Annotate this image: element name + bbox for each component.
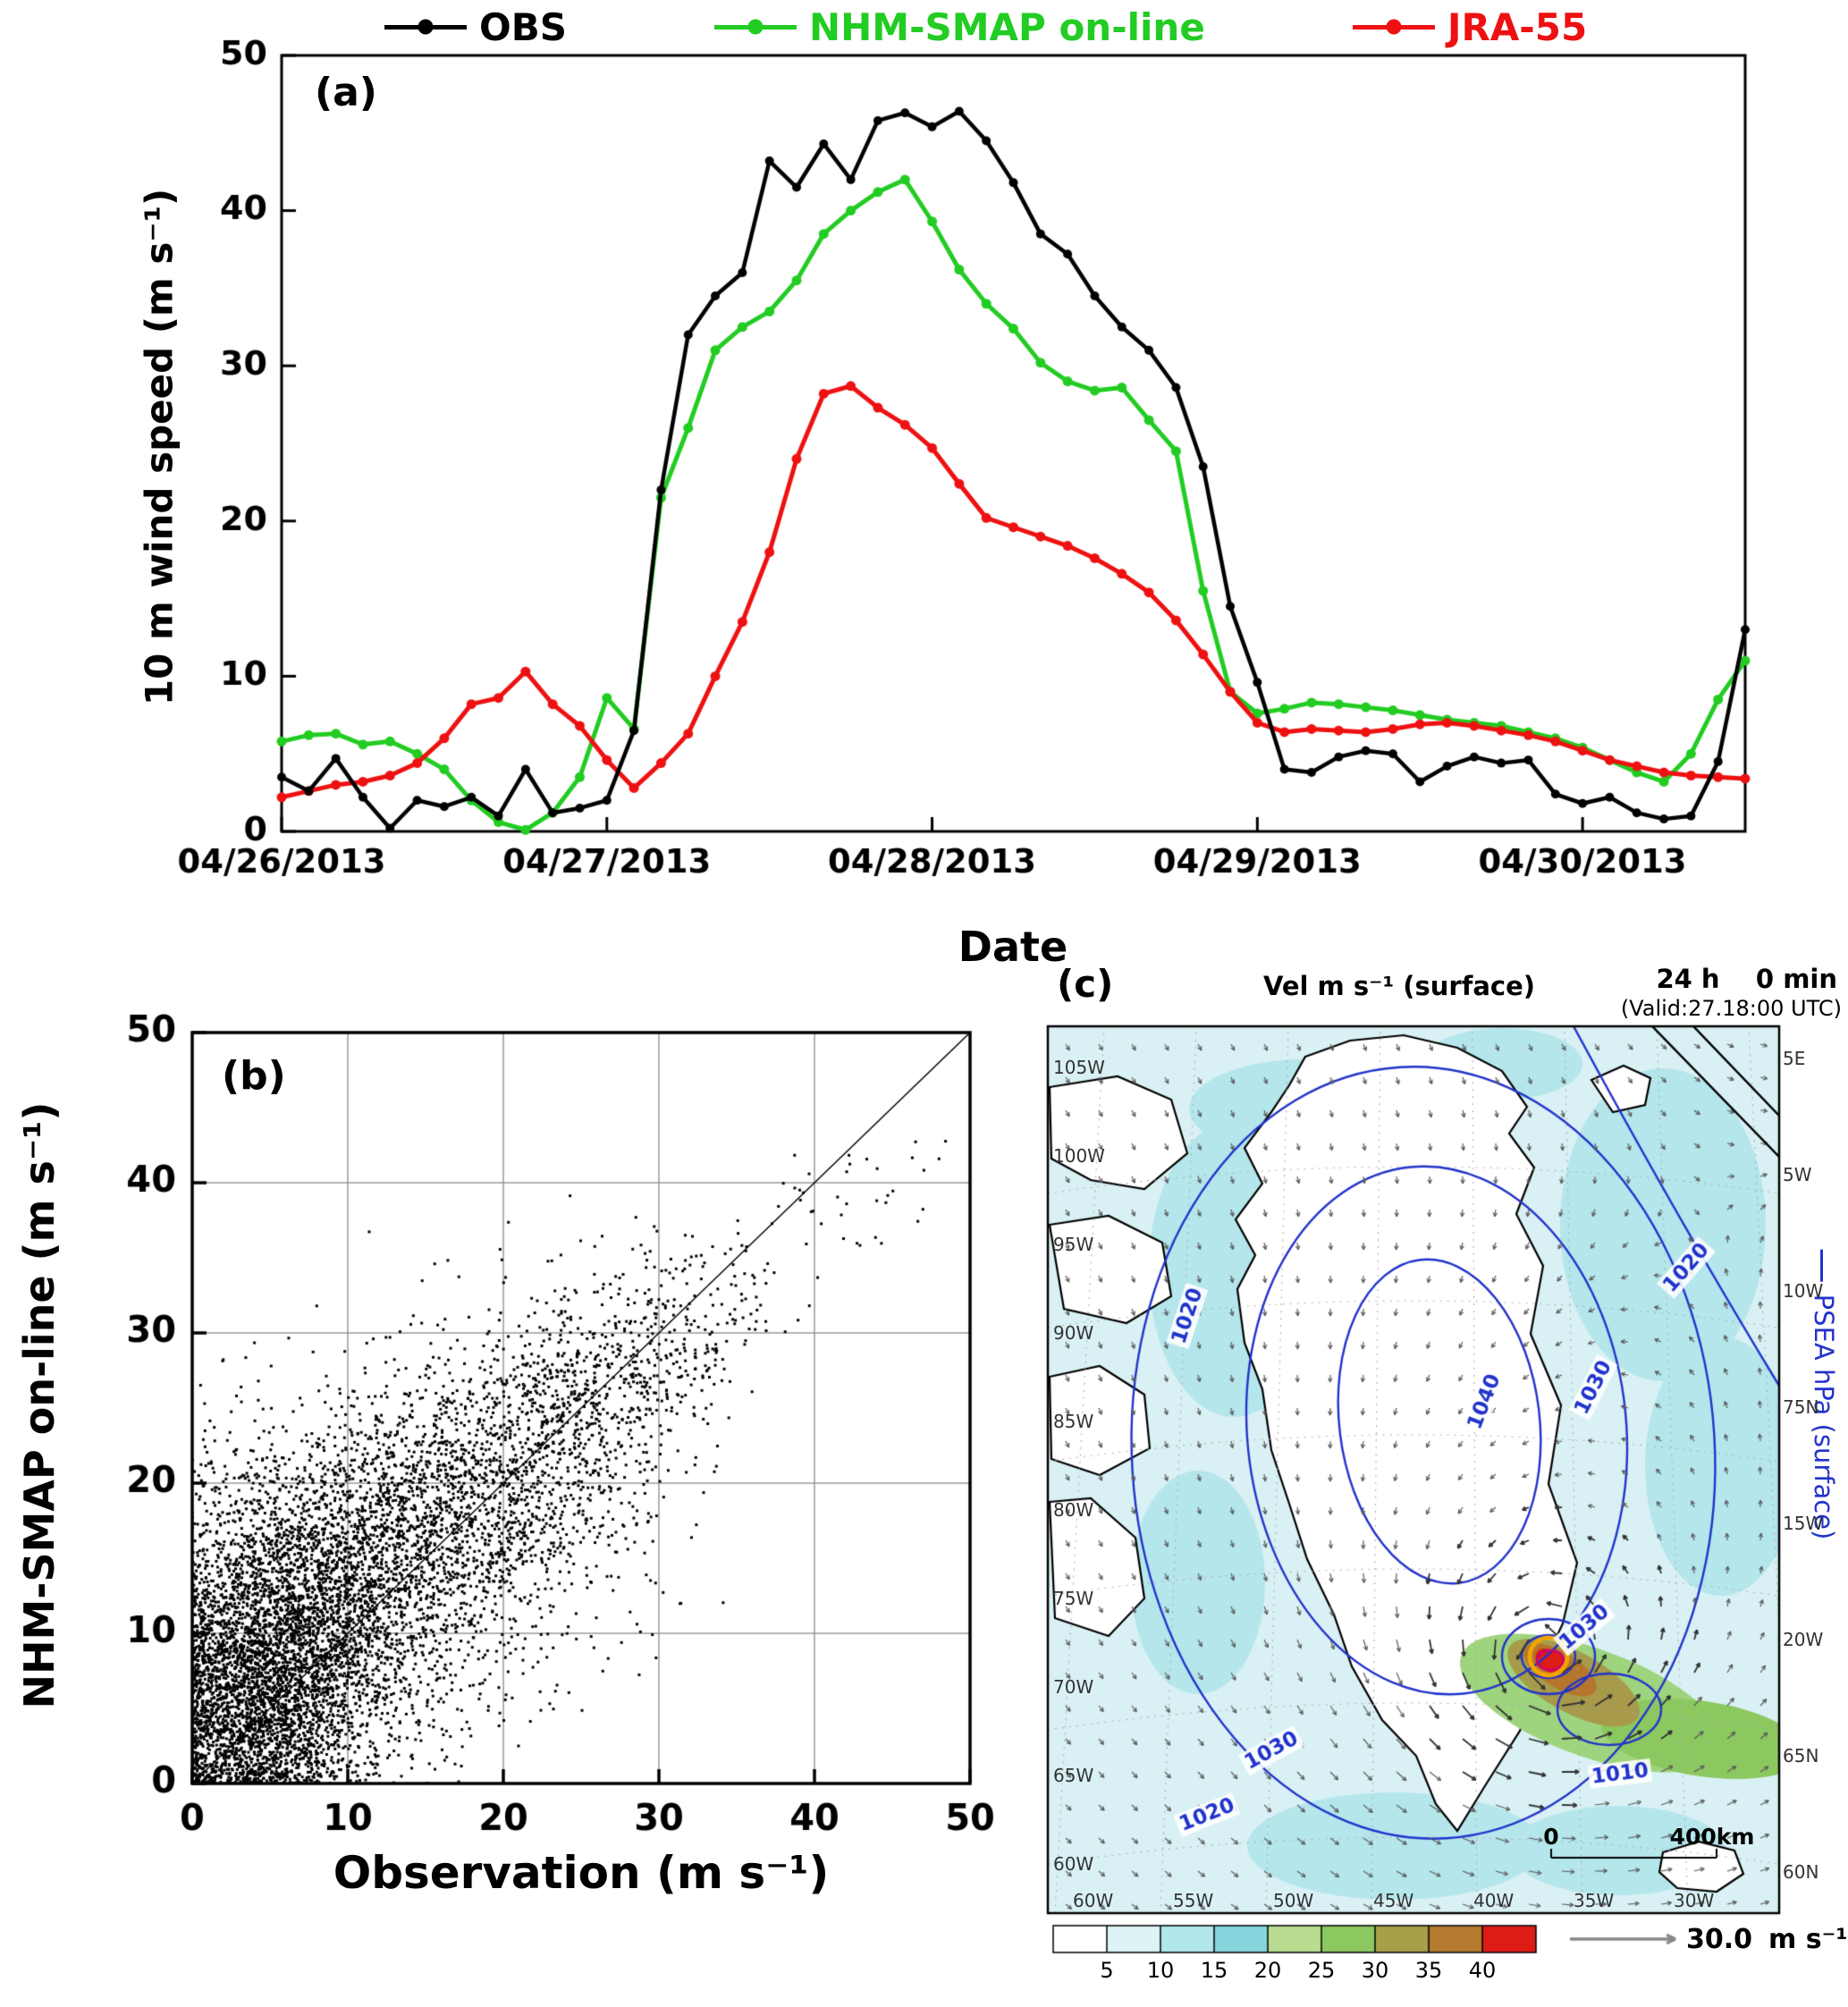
timeseries-canvas bbox=[0, 0, 1848, 1001]
map-grid-label: 50W bbox=[1273, 1890, 1314, 1911]
legend-line-marker bbox=[384, 19, 467, 35]
map-grid-label: 5W bbox=[1783, 1164, 1812, 1185]
map-grid-label: 55W bbox=[1173, 1890, 1214, 1911]
legend-dot-marker bbox=[747, 19, 764, 35]
panel-a-label: (a) bbox=[315, 70, 377, 115]
map-grid-label: 20W bbox=[1783, 1629, 1824, 1650]
map-grid-label: 40W bbox=[1473, 1890, 1515, 1911]
map-grid-label: 15W bbox=[1783, 1513, 1824, 1534]
legend-item-1: NHM-SMAP on-line bbox=[713, 4, 1205, 49]
map-canvas bbox=[1037, 1001, 1848, 2007]
colorbar-tick: 40 bbox=[1468, 1958, 1497, 1983]
legend-label: JRA-55 bbox=[1447, 4, 1588, 49]
map-grid-label: 75N bbox=[1783, 1396, 1819, 1418]
colorbar-tick: 10 bbox=[1146, 1958, 1175, 1983]
map-grid-label: 35W bbox=[1574, 1890, 1615, 1911]
map-grid-label: 100W bbox=[1053, 1145, 1105, 1167]
isobar-line-sample bbox=[1820, 1249, 1824, 1282]
legend: OBS NHM-SMAP on-line JRA-55 bbox=[384, 2, 1587, 52]
scatter-x-axis-title: Observation (m s⁻¹) bbox=[333, 1847, 830, 1899]
panel-b-label: (b) bbox=[222, 1053, 286, 1099]
legend-dot-marker bbox=[418, 19, 434, 35]
map-grid-label: 65W bbox=[1053, 1765, 1094, 1786]
map-grid-label: 95W bbox=[1053, 1234, 1094, 1255]
map-valid-time: (Valid:27.18:00 UTC) bbox=[1620, 996, 1842, 1021]
map-grid-label: 60W bbox=[1073, 1890, 1114, 1911]
map-grid-label: 30W bbox=[1674, 1890, 1715, 1911]
map-grid-label: 75W bbox=[1053, 1588, 1094, 1609]
map-grid-label: 45W bbox=[1373, 1890, 1414, 1911]
timeseries-x-axis-title: Date bbox=[958, 923, 1068, 971]
legend-line-marker bbox=[713, 19, 797, 35]
colorbar-tick: 35 bbox=[1414, 1958, 1443, 1983]
map-grid-label: 105W bbox=[1053, 1057, 1105, 1078]
map-grid-label: 65N bbox=[1783, 1745, 1819, 1767]
colorbar-tick: 30 bbox=[1361, 1958, 1389, 1983]
legend-item-2: JRA-55 bbox=[1352, 4, 1588, 49]
map-forecast-time: 24 h 0 min bbox=[1656, 964, 1837, 994]
legend-label: NHM-SMAP on-line bbox=[808, 4, 1205, 49]
colorbar-tick: 25 bbox=[1307, 1958, 1336, 1983]
colorbar-tick: 15 bbox=[1200, 1958, 1228, 1983]
wind-reference-value: 30.0 bbox=[1686, 1924, 1753, 1955]
map-title: Vel m s⁻¹ (surface) bbox=[1262, 971, 1536, 1001]
legend-label: OBS bbox=[479, 4, 567, 49]
map-grid-label: 70W bbox=[1053, 1676, 1094, 1698]
map-grid-label: 80W bbox=[1053, 1499, 1094, 1521]
legend-item-0: OBS bbox=[384, 5, 567, 49]
colorbar-tick: 5 bbox=[1100, 1958, 1114, 1983]
map-grid-label: 90W bbox=[1053, 1322, 1094, 1344]
map-grid-label: 60W bbox=[1053, 1853, 1094, 1875]
map-grid-label: 5E bbox=[1783, 1048, 1806, 1069]
panel-c-label: (c) bbox=[1057, 962, 1114, 1006]
legend-line-marker bbox=[1352, 19, 1435, 35]
scatter-canvas bbox=[0, 1001, 1037, 2007]
map-grid-label: 10W bbox=[1783, 1280, 1824, 1302]
legend-dot-marker bbox=[1386, 19, 1402, 35]
map-scale-distance: 400km bbox=[1669, 1824, 1755, 1850]
map-grid-label: 85W bbox=[1053, 1411, 1094, 1432]
colorbar-tick: 20 bbox=[1253, 1958, 1282, 1983]
timeseries-y-axis-title: 10 m wind speed (m s⁻¹) bbox=[137, 188, 181, 706]
map-scale-zero: 0 bbox=[1543, 1824, 1559, 1850]
scatter-y-axis-title: NHM-SMAP on-line (m s⁻¹) bbox=[15, 1101, 63, 1709]
map-grid-label: 60N bbox=[1783, 1861, 1819, 1883]
wind-reference-units: m s⁻¹ bbox=[1768, 1924, 1848, 1955]
